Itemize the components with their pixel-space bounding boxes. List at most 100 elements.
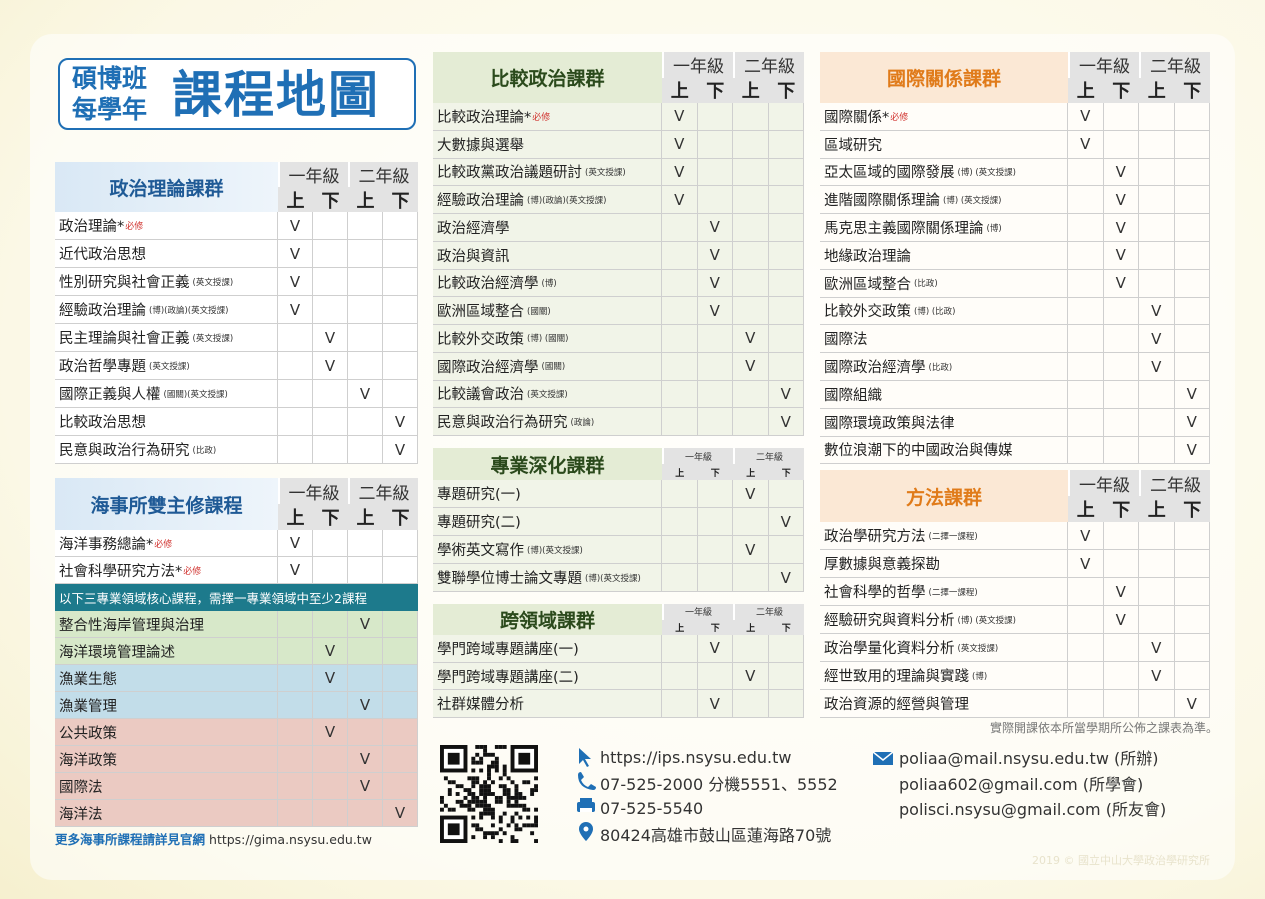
course-name: 國際關係* 必修 bbox=[820, 103, 1068, 131]
course-name: 政治經濟學 bbox=[433, 214, 662, 242]
qr-module bbox=[510, 819, 515, 824]
term-cell bbox=[733, 380, 769, 409]
qr-module bbox=[494, 799, 499, 804]
course-name: 國際政治經濟學 (比政) bbox=[820, 353, 1068, 381]
term-cell bbox=[1103, 436, 1139, 465]
course-name: 馬克思主義國際關係理論 (博) bbox=[820, 214, 1068, 242]
term-header: 上 bbox=[733, 619, 769, 635]
term-cell bbox=[768, 325, 804, 353]
term-cell bbox=[383, 773, 418, 800]
qr-module bbox=[467, 792, 472, 796]
qr-module bbox=[514, 784, 519, 789]
term-cell bbox=[768, 269, 804, 298]
qr-module bbox=[514, 827, 519, 832]
year-header: 一年級 bbox=[278, 162, 348, 187]
term-cell: V bbox=[768, 380, 804, 409]
course-title: 政治哲學專題 bbox=[59, 359, 146, 375]
term-header: 上 bbox=[662, 464, 698, 480]
course-name: 近代政治思想 bbox=[55, 240, 278, 268]
qr-module bbox=[451, 780, 456, 785]
term-header: 下 bbox=[768, 464, 804, 480]
term-cell: V bbox=[733, 536, 769, 564]
qr-module bbox=[447, 823, 460, 836]
course-name: 國際正義與人權 (國關)(英文授課) bbox=[55, 380, 278, 408]
qr-module bbox=[447, 752, 460, 765]
qr-module bbox=[490, 752, 495, 757]
qr-module bbox=[483, 795, 488, 800]
term-cell bbox=[1139, 550, 1175, 578]
qr-module bbox=[494, 795, 499, 800]
qr-module bbox=[483, 780, 488, 785]
qr-module bbox=[483, 835, 488, 840]
course-title: 民意與政治行為研究 bbox=[59, 443, 190, 459]
term-header: 下 bbox=[313, 187, 348, 212]
qr-module bbox=[471, 807, 476, 812]
course-name: 社群媒體分析 bbox=[433, 690, 662, 719]
term-cell bbox=[1068, 158, 1104, 187]
qr-module bbox=[467, 799, 472, 804]
qr-module bbox=[518, 803, 523, 808]
term-cell bbox=[278, 408, 313, 436]
title-box: 碩博班 每學年 課程地圖 bbox=[58, 58, 416, 130]
qr-module bbox=[490, 764, 495, 769]
term-cell bbox=[278, 352, 313, 380]
qr-module bbox=[467, 803, 472, 808]
course-title: 歐洲區域整合 bbox=[824, 276, 911, 293]
term-cell bbox=[1068, 325, 1104, 354]
course-title: 社群媒體分析 bbox=[437, 697, 524, 714]
term-cell bbox=[383, 611, 418, 638]
term-cell bbox=[383, 212, 418, 240]
qr-module bbox=[502, 792, 507, 796]
term-cell: V bbox=[383, 436, 418, 464]
qr-module bbox=[459, 799, 464, 804]
year-header: 一年級 bbox=[662, 448, 733, 464]
term-cell bbox=[697, 380, 733, 409]
term-cell bbox=[662, 564, 698, 592]
term-cell: V bbox=[313, 665, 348, 692]
term-header: 上 bbox=[348, 504, 383, 530]
course-note: (國關) bbox=[527, 306, 551, 317]
qr-module bbox=[534, 784, 538, 789]
term-cell bbox=[1068, 297, 1104, 326]
course-title: 經世致用的理論與實踐 bbox=[824, 669, 969, 685]
course-title: 經驗研究與資料分析 bbox=[824, 613, 955, 629]
qr-module bbox=[487, 768, 491, 773]
qr-module bbox=[502, 784, 507, 789]
year-header: 一年級 bbox=[1068, 52, 1139, 78]
term-cell bbox=[1068, 214, 1104, 242]
term-cell bbox=[383, 557, 418, 584]
qr-module bbox=[483, 784, 488, 789]
term-cell bbox=[768, 158, 804, 187]
term-cell bbox=[278, 380, 313, 408]
term-cell: V bbox=[348, 692, 383, 719]
term-cell bbox=[313, 800, 348, 827]
course-title: 區域研究 bbox=[824, 137, 882, 154]
term-cell bbox=[697, 103, 733, 131]
qr-module bbox=[498, 839, 503, 843]
term-cell bbox=[313, 557, 348, 584]
course-title: 國際政治經濟學 bbox=[824, 360, 926, 377]
qr-module bbox=[475, 803, 480, 808]
term-cell bbox=[662, 690, 698, 719]
term-cell bbox=[1068, 353, 1104, 381]
term-cell bbox=[313, 212, 348, 240]
term-cell bbox=[662, 352, 698, 381]
term-cell bbox=[768, 241, 804, 270]
qr-module bbox=[490, 807, 495, 812]
term-cell bbox=[1174, 242, 1210, 270]
term-cell bbox=[1139, 522, 1175, 550]
title-main: 課程地圖 bbox=[172, 66, 380, 124]
qr-module bbox=[534, 819, 538, 824]
qr-module bbox=[475, 827, 480, 832]
course-title: 國際關係* bbox=[824, 109, 890, 126]
term-cell: V bbox=[1068, 130, 1104, 159]
course-name: 專題研究(一) bbox=[433, 480, 662, 508]
gima-link: 更多海事所課程請詳見官網 https://gima.nsysu.edu.tw bbox=[55, 829, 435, 847]
year-header: 一年級 bbox=[662, 604, 733, 620]
course-note: (英文授課) bbox=[192, 333, 234, 344]
term-cell bbox=[697, 480, 733, 508]
term-header: 下 bbox=[383, 187, 418, 212]
course-note: (政論) bbox=[570, 417, 595, 428]
qr-module bbox=[479, 760, 484, 765]
year-header: 一年級 bbox=[1068, 470, 1139, 496]
